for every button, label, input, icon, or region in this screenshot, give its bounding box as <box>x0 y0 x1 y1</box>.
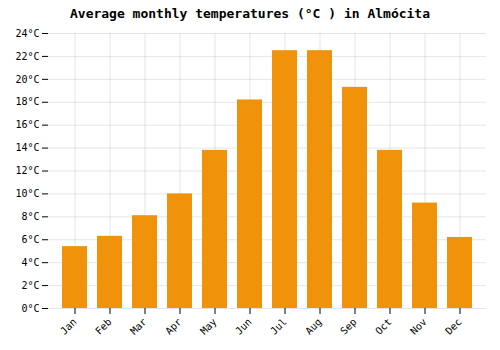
svg-text:20°C: 20°C <box>15 74 39 85</box>
html-text:Average monthly temperatures (: Average monthly temperatures (°C ) in Al… <box>70 6 430 21</box>
svg-text:16°C: 16°C <box>15 119 39 130</box>
svg-text:May: May <box>198 316 219 337</box>
svg-text:Jun: Jun <box>233 316 254 337</box>
svg-text:12°C: 12°C <box>15 165 39 176</box>
svg-text:14°C: 14°C <box>15 142 39 153</box>
svg-text:4°C: 4°C <box>21 257 39 268</box>
svg-text:Sep: Sep <box>338 316 359 337</box>
svg-text:18°C: 18°C <box>15 96 39 107</box>
svg-text:Jul: Jul <box>268 316 289 337</box>
svg-text:22°C: 22°C <box>15 51 39 62</box>
svg-text:Mar: Mar <box>128 316 149 337</box>
svg-text:Oct: Oct <box>373 316 394 337</box>
svg-text:8°C: 8°C <box>21 211 39 222</box>
svg-text:Apr: Apr <box>163 316 184 337</box>
svg-text:Nov: Nov <box>408 316 429 337</box>
svg-text:0°C: 0°C <box>21 303 39 314</box>
svg-text:Aug: Aug <box>303 316 324 337</box>
svg-text:2°C: 2°C <box>21 280 39 291</box>
svg-text:10°C: 10°C <box>15 188 39 199</box>
svg-text:24°C: 24°C <box>15 28 39 39</box>
svg-text:Jan: Jan <box>58 316 79 337</box>
svg-text:6°C: 6°C <box>21 234 39 245</box>
svg-text:Feb: Feb <box>93 316 114 337</box>
svg-text:Dec: Dec <box>443 316 464 337</box>
